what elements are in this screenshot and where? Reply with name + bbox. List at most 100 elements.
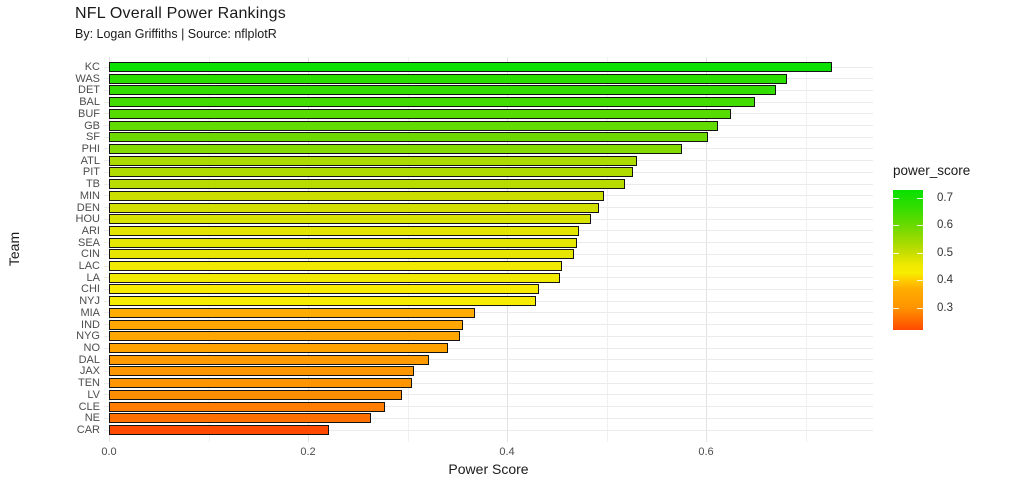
y-tick-label-car: CAR [76,424,100,436]
y-tick-label-tb: TB [85,178,100,191]
bar-min [109,190,604,201]
bar-bal [109,97,755,108]
bar-car [109,425,329,435]
y-tick-label-lac: LAC [78,260,100,273]
y-gridline [104,359,873,361]
y-tick-label-ne: NE [84,412,100,425]
y-tick-label-pit: PIT [82,166,100,179]
y-gridline [104,370,873,372]
y-tick-label-atl: ATL [80,154,100,167]
y-tick-label-sf: SF [85,131,100,144]
x-tick-label: 0.4 [499,446,515,458]
y-tick-label-det: DET [78,84,100,97]
y-tick-label-jax: JAX [79,365,100,378]
y-gridline [104,429,873,431]
y-tick-label-no: NO [83,342,101,355]
legend-tick-label: 0.4 [937,274,953,287]
y-tick-label-cin: CIN [81,248,100,261]
legend: power_score 0.7 0.6 0.5 0.4 0.3 [893,163,1018,343]
y-gridline [104,394,873,396]
x-tick-label: 0.6 [698,446,714,458]
bar-hou [109,214,591,225]
bar-pit [109,167,634,178]
y-gridline [104,324,873,326]
y-tick-label-nyg: NYG [76,330,100,343]
y-tick-label-min: MIN [79,189,100,202]
bar-atl [109,155,638,166]
y-tick-label-hou: HOU [75,213,100,226]
legend-title: power_score [893,163,971,178]
y-gridline [104,382,873,384]
legend-tick-mark [917,197,923,199]
x-tick-label: 0.0 [101,446,117,458]
y-tick-label-cle: CLE [78,400,100,413]
chart-subtitle: By: Logan Griffiths | Source: nflplotR [75,27,277,41]
bar-det [109,85,776,96]
y-tick-label-lv: LV [87,388,100,401]
legend-tick-mark [893,252,899,254]
legend-gradient-bar [893,190,923,330]
legend-tick-mark [917,280,923,282]
bar-phi [109,143,683,154]
bar-jax [109,366,415,377]
legend-tick-label: 0.3 [937,301,953,314]
bar-nyg [109,331,461,342]
bar-nyj [109,296,536,307]
bar-was [109,73,787,84]
y-tick-label-sea: SEA [77,236,100,249]
y-tick-label-gb: GB [84,119,100,132]
bar-sea [109,237,577,248]
x-major-gridline [706,57,707,442]
bar-dal [109,354,430,365]
y-tick-label-phi: PHI [81,142,100,155]
legend-tick-mark [893,307,899,309]
legend-tick-mark [917,252,923,254]
bar-sf [109,132,708,143]
bar-ten [109,378,413,389]
bar-cin [109,249,574,260]
bar-cle [109,401,385,412]
y-tick-label-buf: BUF [78,107,100,120]
y-tick-label-ari: ARI [81,224,100,237]
bar-mia [109,307,476,318]
legend-tick-mark [893,280,899,282]
y-tick-label-mia: MIA [80,306,100,319]
legend-tick-label: 0.5 [937,246,953,259]
y-tick-label-chi: CHI [81,283,100,296]
x-minor-gridline [805,57,807,442]
bar-kc [109,62,833,72]
y-tick-label-kc: KC [84,61,100,73]
bar-gb [109,120,718,131]
y-gridline [104,406,873,408]
bar-buf [109,108,731,119]
bar-la [109,272,560,283]
bar-lv [109,389,402,400]
bar-lac [109,261,562,272]
legend-tick-mark [917,225,923,227]
legend-tick-mark [893,225,899,227]
y-tick-label-la: LA [86,271,100,284]
legend-tick-label: 0.7 [937,191,953,204]
y-tick-label-was: WAS [75,72,100,85]
bar-tb [109,179,626,190]
legend-tick-label: 0.6 [937,219,953,232]
bar-den [109,202,599,213]
y-tick-label-nyj: NYJ [79,295,100,308]
y-tick-label-ind: IND [81,318,100,331]
legend-tick-mark [917,307,923,309]
y-tick-label-ten: TEN [78,377,100,390]
plot-panel [104,57,873,442]
y-gridline [104,335,873,337]
chart-title: NFL Overall Power Rankings [75,5,286,22]
legend-tick-mark [893,197,899,199]
bar-ari [109,225,579,236]
x-axis-title: Power Score [448,461,529,477]
y-tick-label-dal: DAL [78,353,100,366]
bar-ind [109,319,464,330]
y-tick-label-bal: BAL [79,96,100,109]
y-gridline [104,417,873,419]
bar-no [109,343,449,354]
y-tick-label-den: DEN [76,201,100,214]
x-minor-gridline [606,57,608,442]
